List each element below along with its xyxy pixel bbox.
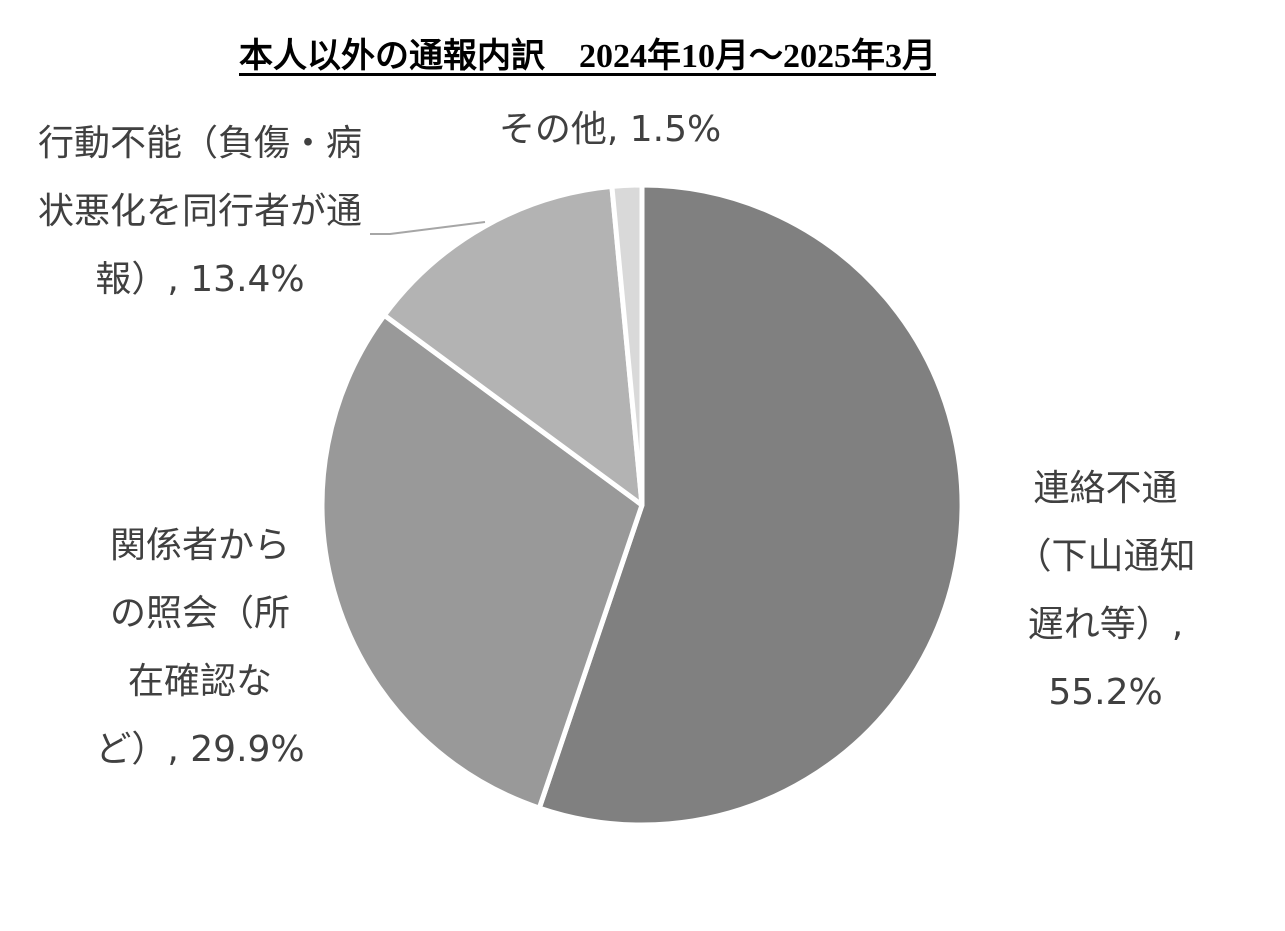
data-label: 行動不能（負傷・病状悪化を同行者が通報）, 13.4% bbox=[30, 110, 370, 314]
pie-slice bbox=[381, 183, 645, 508]
data-label: 関係者からの照会（所在確認など）, 29.9% bbox=[95, 512, 305, 784]
pie-slice bbox=[609, 182, 645, 508]
value-label: 1.5% bbox=[629, 109, 722, 150]
chart-title: 本人以外の通報内訳 2024年10月～2025年3月 bbox=[239, 38, 936, 75]
data-label: その他, 1.5% bbox=[470, 96, 750, 164]
value-label: 29.9% bbox=[190, 729, 305, 770]
label-separator: , bbox=[606, 109, 630, 150]
category-label: 関係者からの照会（所在確認など） bbox=[95, 525, 290, 770]
leader-line bbox=[370, 221, 486, 235]
category-label: 連絡不通（下山通知遅れ等） bbox=[1015, 468, 1196, 645]
pie-slice bbox=[319, 312, 645, 811]
value-label: 13.4% bbox=[190, 259, 305, 300]
pie-slice bbox=[536, 182, 965, 828]
value-label: 55.2% bbox=[1048, 672, 1163, 713]
data-label: 連絡不通（下山通知遅れ等）, 55.2% bbox=[1008, 455, 1203, 727]
label-separator: , bbox=[167, 729, 191, 770]
category-label: その他 bbox=[498, 109, 607, 150]
category-label: 行動不能（負傷・病状悪化を同行者が通報） bbox=[37, 123, 362, 300]
label-separator: , bbox=[1171, 604, 1184, 645]
label-separator: , bbox=[167, 259, 191, 300]
